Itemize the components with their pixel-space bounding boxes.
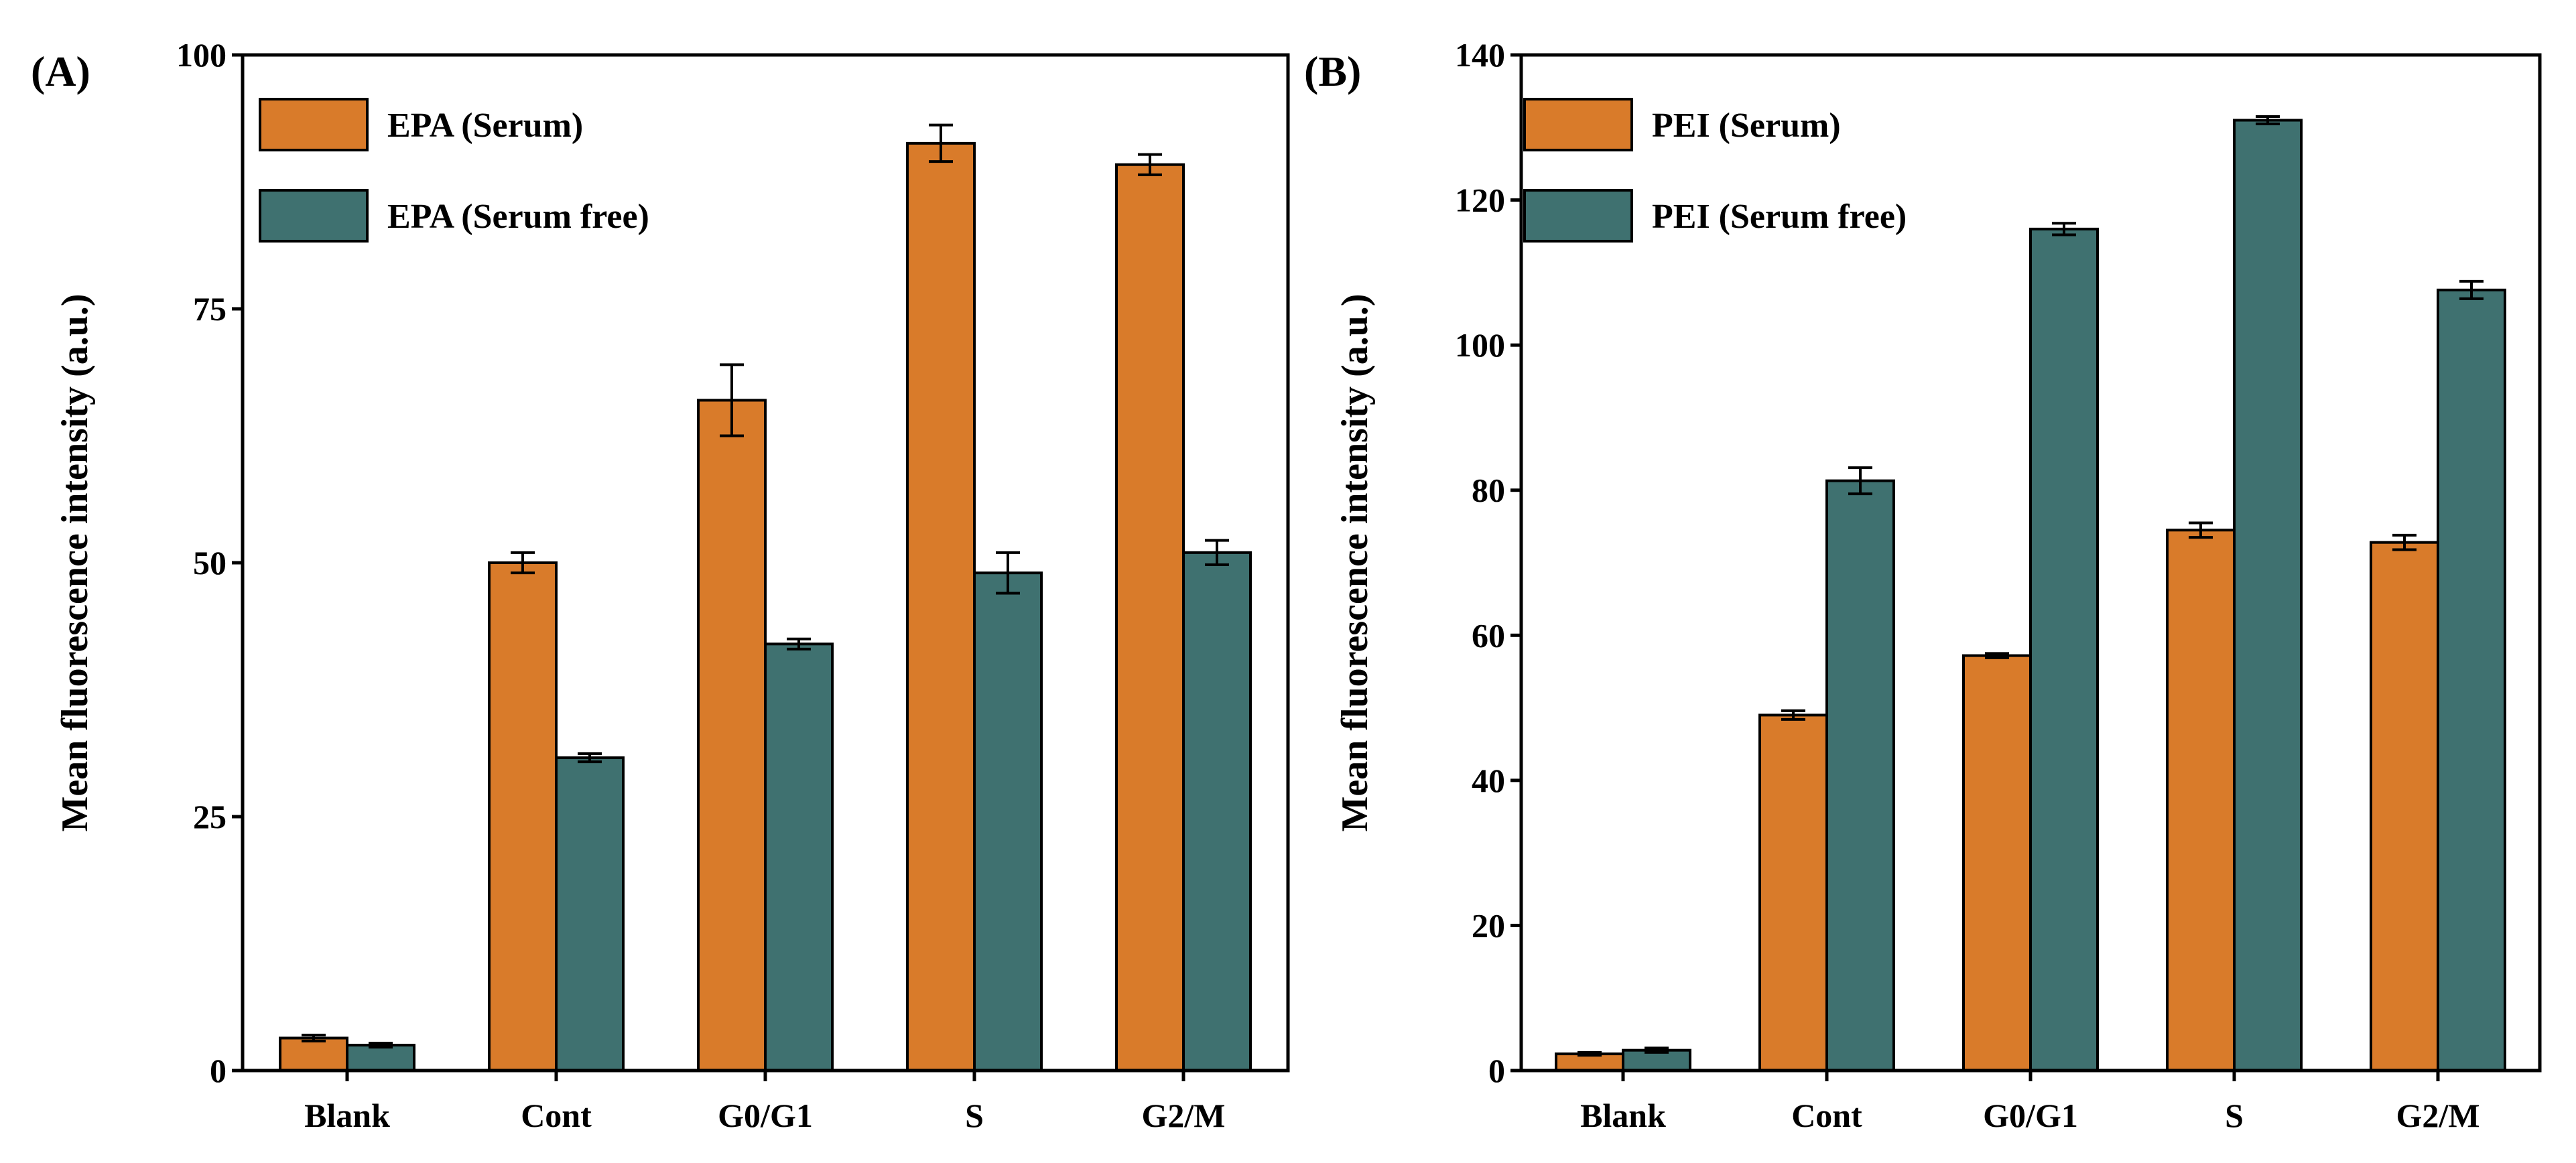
legend-swatch-a-s1 bbox=[259, 189, 369, 243]
y-tick-label-a: 25 bbox=[193, 798, 227, 835]
bar-a-s0-4 bbox=[1115, 163, 1185, 1072]
bar-b-s0-3 bbox=[2166, 529, 2236, 1072]
legend-label-a-s1: EPA (Serum free) bbox=[387, 198, 649, 236]
bar-b-s1-3 bbox=[2233, 119, 2303, 1072]
y-tick-label-b: 0 bbox=[1488, 1052, 1505, 1089]
x-tick-label-a: G0/G1 bbox=[718, 1097, 813, 1134]
bar-a-s1-1 bbox=[555, 756, 625, 1073]
y-tick-label-b: 60 bbox=[1472, 616, 1505, 654]
bar-a-s0-0 bbox=[279, 1036, 348, 1073]
legend-label-b-s0: PEI (Serum) bbox=[1652, 107, 1841, 145]
bar-a-s1-0 bbox=[346, 1044, 415, 1072]
y-tick-label-b: 20 bbox=[1472, 906, 1505, 944]
plot-frame-b bbox=[1519, 53, 2542, 1073]
y-tick-label-b: 40 bbox=[1472, 762, 1505, 799]
x-tick-label-a: S bbox=[965, 1097, 984, 1134]
bar-b-s0-1 bbox=[1758, 713, 1828, 1072]
x-tick-label-a: Blank bbox=[304, 1097, 390, 1134]
legend-label-a-s0: EPA (Serum) bbox=[387, 107, 583, 145]
y-axis-title-b: Mean fluorescence intensity (a.u.) bbox=[1334, 293, 1376, 831]
x-tick-label-b: S bbox=[2225, 1097, 2244, 1134]
y-tick-label-a: 0 bbox=[210, 1052, 227, 1089]
plot-frame-a bbox=[241, 53, 1290, 1073]
legend-swatch-b-s0 bbox=[1523, 98, 1633, 151]
x-tick-label-a: Cont bbox=[521, 1097, 592, 1134]
x-tick-label-b: Blank bbox=[1580, 1097, 1666, 1134]
y-tick-label-b: 100 bbox=[1455, 326, 1505, 364]
bar-b-s1-1 bbox=[1825, 479, 1895, 1072]
bar-b-s0-2 bbox=[1962, 654, 2032, 1072]
bar-a-s0-2 bbox=[697, 399, 767, 1072]
bar-a-s0-1 bbox=[488, 561, 558, 1072]
bar-b-s1-4 bbox=[2437, 288, 2506, 1072]
y-tick-label-a: 75 bbox=[193, 290, 227, 328]
panel-label-b: (B) bbox=[1304, 48, 1361, 95]
panel-label-a: (A) bbox=[31, 48, 90, 95]
bar-a-s1-2 bbox=[764, 642, 834, 1072]
y-tick-label-a: 100 bbox=[176, 36, 227, 74]
legend-swatch-b-s1 bbox=[1523, 189, 1633, 243]
x-tick-label-b: G0/G1 bbox=[1983, 1097, 2078, 1134]
bar-a-s0-3 bbox=[906, 141, 976, 1073]
y-tick-label-a: 50 bbox=[193, 544, 227, 582]
bar-a-s1-4 bbox=[1182, 551, 1252, 1072]
legend-label-b-s1: PEI (Serum free) bbox=[1652, 198, 1907, 236]
y-tick-label-b: 120 bbox=[1455, 182, 1505, 219]
y-axis-title-a: Mean fluorescence intensity (a.u.) bbox=[54, 293, 96, 831]
x-tick-label-b: Cont bbox=[1791, 1097, 1862, 1134]
bar-b-s0-4 bbox=[2370, 541, 2439, 1072]
y-tick-label-b: 80 bbox=[1472, 472, 1505, 509]
x-tick-label-b: G2/M bbox=[2396, 1097, 2480, 1134]
bar-a-s1-3 bbox=[973, 571, 1043, 1072]
legend-swatch-a-s0 bbox=[259, 98, 369, 151]
bar-b-s1-2 bbox=[2029, 227, 2099, 1072]
y-tick-label-b: 140 bbox=[1455, 36, 1505, 74]
x-tick-label-a: G2/M bbox=[1142, 1097, 1226, 1134]
